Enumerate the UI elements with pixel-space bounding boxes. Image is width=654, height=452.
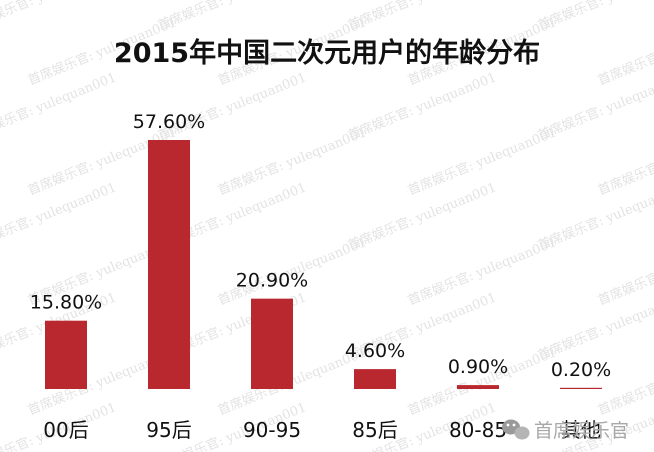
watermark-text: 首席娱乐官: yulequan001 [0, 0, 119, 34]
bars-layer [45, 140, 602, 389]
data-label: 0.90% [448, 356, 508, 378]
x-tick-label: 其他 [561, 418, 601, 442]
corner-watermark-text: 首席娱乐官 [534, 420, 629, 442]
bar [251, 298, 293, 389]
x-tick-labels: 00后 95后 90-95 85后 80-85 其他 [43, 418, 601, 442]
labels-layer: 15.80% 57.60% 20.90% 4.60% 0.90% 0.20% [30, 111, 611, 381]
x-tick-label: 95后 [146, 418, 191, 442]
data-label: 0.20% [551, 359, 611, 381]
x-tick-label: 90-95 [243, 418, 301, 442]
data-label: 4.60% [345, 340, 405, 362]
x-tick-label: 85后 [352, 418, 397, 442]
watermark-text: 首席娱乐官: yulequan001 [596, 124, 654, 198]
watermark-text: 首席娱乐官: yulequan001 [346, 0, 499, 34]
watermark-text: 首席娱乐官: yulequan001 [596, 344, 654, 418]
wechat-watermark: 首席娱乐官 [502, 419, 629, 442]
data-label: 57.60% [133, 111, 205, 133]
wechat-icon [502, 419, 530, 440]
bar [457, 385, 499, 389]
bar [148, 140, 190, 389]
data-label: 20.90% [236, 270, 308, 292]
watermark-text: 首席娱乐官: yulequan001 [596, 234, 654, 308]
watermark-text: 首席娱乐官: yulequan001 [596, 14, 654, 88]
watermark-text: 首席娱乐官: yulequan001 [0, 69, 119, 143]
bar [45, 320, 87, 389]
watermark-text: 首席娱乐官: yulequan001 [0, 179, 119, 253]
x-tick-label: 00后 [43, 418, 88, 442]
x-tick-label: 80-85 [449, 418, 507, 442]
bar [354, 369, 396, 389]
chart-title: 2015年中国二次元用户的年龄分布 [114, 37, 540, 69]
data-label: 15.80% [30, 292, 102, 314]
bar [560, 387, 602, 389]
watermark-text: 首席娱乐官: yulequan001 [156, 0, 309, 34]
